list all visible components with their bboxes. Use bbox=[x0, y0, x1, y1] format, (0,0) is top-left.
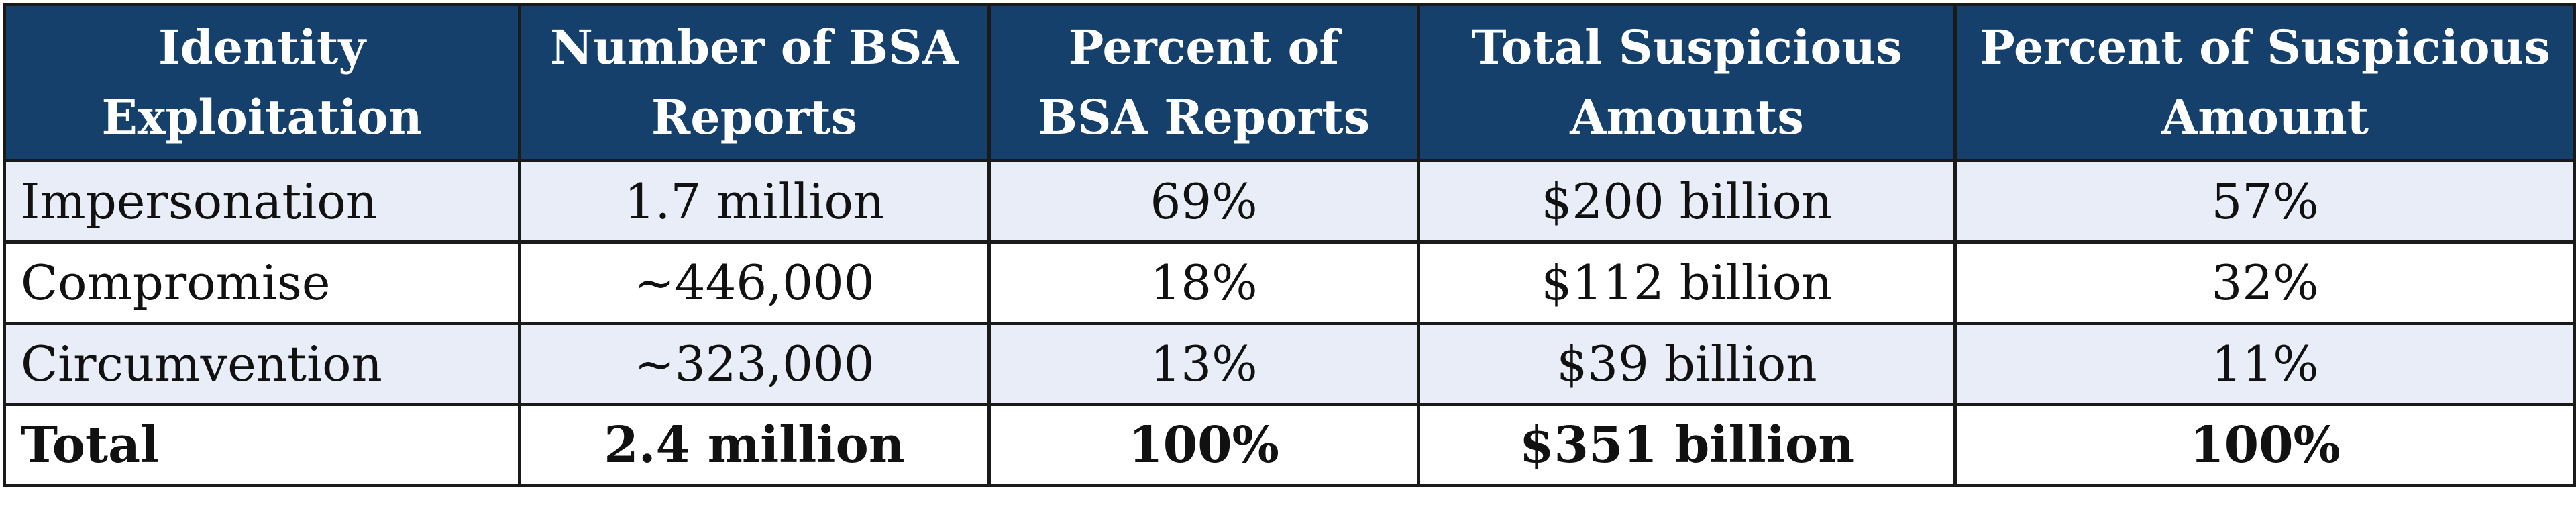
cell-percent-of-reports: 13% bbox=[987, 322, 1420, 406]
cell-percent-of-suspicious-amount: 11% bbox=[1953, 322, 2576, 406]
cell-percent-of-reports: 18% bbox=[987, 240, 1420, 325]
table-row-circumvention: Circumvention ~323,000 13% $39 billion 1… bbox=[3, 322, 2576, 406]
total-number-of-reports: 2.4 million bbox=[518, 403, 991, 487]
header-total-suspicious-amounts: Total Suspicious Amounts bbox=[1417, 3, 1957, 162]
header-percent-of-suspicious-amount: Percent of Suspicious Amount bbox=[1953, 3, 2576, 162]
cell-total-suspicious-amount: $200 billion bbox=[1417, 159, 1957, 244]
total-percent-of-suspicious-amount: 100% bbox=[1953, 403, 2576, 487]
total-suspicious-amount: $351 billion bbox=[1417, 403, 1957, 487]
header-number-of-bsa-reports: Number of BSA Reports bbox=[518, 3, 991, 162]
table-row-total: Total 2.4 million 100% $351 billion 100% bbox=[3, 403, 2576, 487]
cell-number-of-reports: 1.7 million bbox=[518, 159, 991, 244]
table-row-compromise: Compromise ~446,000 18% $112 billion 32% bbox=[3, 240, 2576, 325]
total-label: Total bbox=[3, 403, 521, 487]
cell-percent-of-suspicious-amount: 57% bbox=[1953, 159, 2576, 244]
header-row: Identity Exploitation Number of BSA Repo… bbox=[3, 3, 2576, 162]
row-label: Compromise bbox=[3, 240, 521, 325]
identity-exploitation-table: Identity Exploitation Number of BSA Repo… bbox=[3, 3, 2576, 487]
table-row-impersonation: Impersonation 1.7 million 69% $200 billi… bbox=[3, 159, 2576, 244]
cell-percent-of-suspicious-amount: 32% bbox=[1953, 240, 2576, 325]
row-label: Circumvention bbox=[3, 322, 521, 406]
cell-total-suspicious-amount: $112 billion bbox=[1417, 240, 1957, 325]
row-label: Impersonation bbox=[3, 159, 521, 244]
cell-total-suspicious-amount: $39 billion bbox=[1417, 322, 1957, 406]
total-percent-of-reports: 100% bbox=[987, 403, 1420, 487]
cell-number-of-reports: ~446,000 bbox=[518, 240, 991, 325]
header-identity-exploitation: Identity Exploitation bbox=[3, 3, 521, 162]
header-percent-of-bsa-reports: Percent of BSA Reports bbox=[987, 3, 1420, 162]
cell-number-of-reports: ~323,000 bbox=[518, 322, 991, 406]
cell-percent-of-reports: 69% bbox=[987, 159, 1420, 244]
